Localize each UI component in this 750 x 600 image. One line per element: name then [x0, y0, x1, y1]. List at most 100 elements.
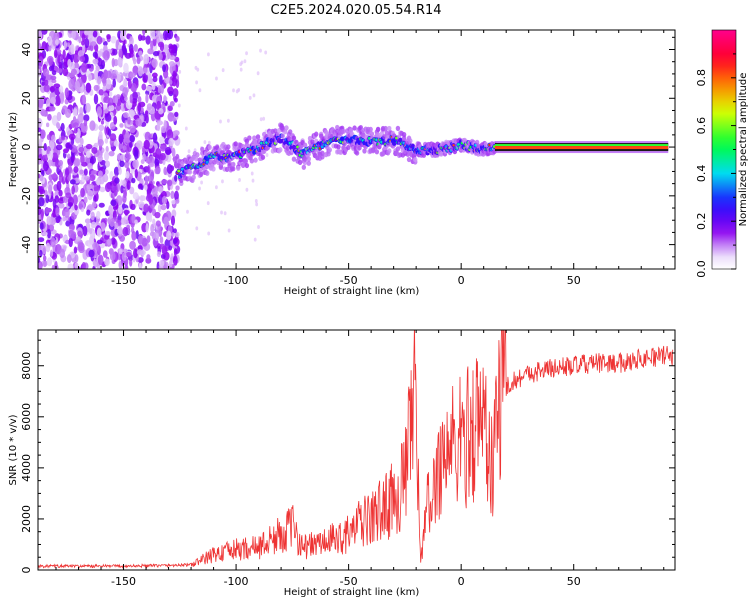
noise-cell — [170, 190, 175, 200]
noise-cell — [58, 202, 65, 209]
noise-cell — [55, 213, 61, 224]
signal-halo — [327, 147, 333, 153]
signal-halo — [387, 125, 392, 132]
noise-cell — [97, 138, 104, 147]
noise-cell — [126, 180, 131, 190]
noise-cell — [206, 201, 210, 206]
noise-cell — [113, 140, 119, 147]
noise-cell — [160, 253, 166, 259]
noise-cell — [41, 231, 48, 236]
noise-cell — [144, 184, 148, 191]
noise-cell — [82, 94, 87, 105]
noise-cell — [125, 52, 132, 59]
signal-halo — [335, 124, 340, 131]
noise-cell — [156, 122, 161, 132]
noise-cell — [122, 179, 127, 188]
noise-cell — [42, 255, 47, 262]
noise-cell — [102, 85, 107, 91]
noise-cell — [83, 196, 88, 204]
snr-panel: -150 -100 -50 0 50 0 2000 4000 6000 8000 Height of… — [8, 329, 676, 598]
noise-cell — [100, 222, 106, 232]
noise-cell — [103, 41, 108, 47]
noise-cell — [78, 36, 82, 44]
noise-cell — [166, 164, 173, 174]
noise-cell — [49, 249, 54, 258]
noise-cell — [47, 35, 53, 46]
noise-cell — [40, 110, 47, 116]
noise-cell — [135, 118, 142, 127]
signal-halo — [354, 150, 360, 156]
noise-cell — [150, 40, 154, 50]
noise-cell — [112, 78, 117, 88]
noise-cell — [148, 214, 153, 223]
signal-halo — [198, 171, 204, 177]
noise-cell — [129, 94, 134, 104]
noise-cell — [68, 223, 75, 231]
signal-halo — [260, 154, 266, 160]
noise-cell — [145, 223, 149, 233]
noise-cell — [114, 95, 118, 105]
noise-cell — [145, 35, 151, 45]
noise-cell — [134, 219, 138, 225]
noise-cell — [124, 132, 131, 144]
noise-cell — [198, 88, 202, 93]
noise-cell — [262, 116, 266, 121]
noise-cell — [55, 144, 63, 151]
noise-cell — [124, 96, 128, 102]
signal-halo — [406, 156, 412, 163]
noise-cell — [139, 101, 146, 108]
noise-cell — [132, 192, 139, 200]
noise-cell — [146, 103, 153, 111]
noise-cell — [104, 230, 111, 236]
x-axis-label: Height of straight line (km) — [284, 587, 420, 598]
noise-cell — [50, 75, 57, 81]
noise-cell — [67, 263, 74, 269]
noise-cell — [90, 155, 97, 165]
signal-halo — [408, 138, 413, 144]
noise-cell — [160, 125, 167, 134]
colorbar-gradient — [711, 29, 737, 270]
noise-cell — [109, 251, 116, 261]
noise-cell — [122, 86, 128, 98]
x-tick-label: -100 — [224, 575, 249, 588]
line-core — [494, 146, 669, 150]
noise-cell — [136, 140, 143, 150]
noise-cell — [257, 224, 260, 229]
signal-halo — [306, 156, 311, 162]
noise-cell — [62, 148, 69, 154]
noise-cell — [89, 174, 96, 182]
noise-cell — [162, 30, 169, 41]
noise-cell — [123, 62, 129, 74]
signal-halo — [401, 136, 407, 142]
noise-cell — [94, 44, 99, 52]
noise-cell — [221, 179, 224, 184]
noise-cell — [47, 113, 52, 121]
x-tick-label: 50 — [567, 274, 581, 287]
noise-cell — [38, 98, 44, 109]
noise-cell — [69, 144, 73, 150]
noise-cell — [150, 30, 156, 40]
noise-cell — [38, 137, 43, 148]
noise-cell — [168, 45, 176, 54]
noise-cell — [127, 116, 131, 125]
noise-cell — [98, 130, 103, 142]
noise-cell — [97, 254, 104, 266]
signal-halo — [211, 166, 216, 172]
noise-cell — [86, 184, 93, 190]
noise-cell — [198, 186, 201, 191]
noise-cell — [46, 134, 51, 141]
signal-halo — [244, 162, 250, 169]
noise-cell — [97, 75, 102, 85]
noise-cell — [74, 50, 79, 55]
noise-cell — [173, 228, 177, 234]
noise-cell — [81, 40, 85, 46]
plot-frame — [37, 329, 676, 571]
noise-cell — [46, 146, 50, 155]
noise-cell — [96, 50, 103, 58]
noise-cell — [158, 260, 165, 267]
noise-cell — [104, 182, 111, 193]
noise-cell — [168, 245, 173, 251]
noise-cell — [48, 65, 55, 72]
signal-halo — [297, 159, 303, 165]
